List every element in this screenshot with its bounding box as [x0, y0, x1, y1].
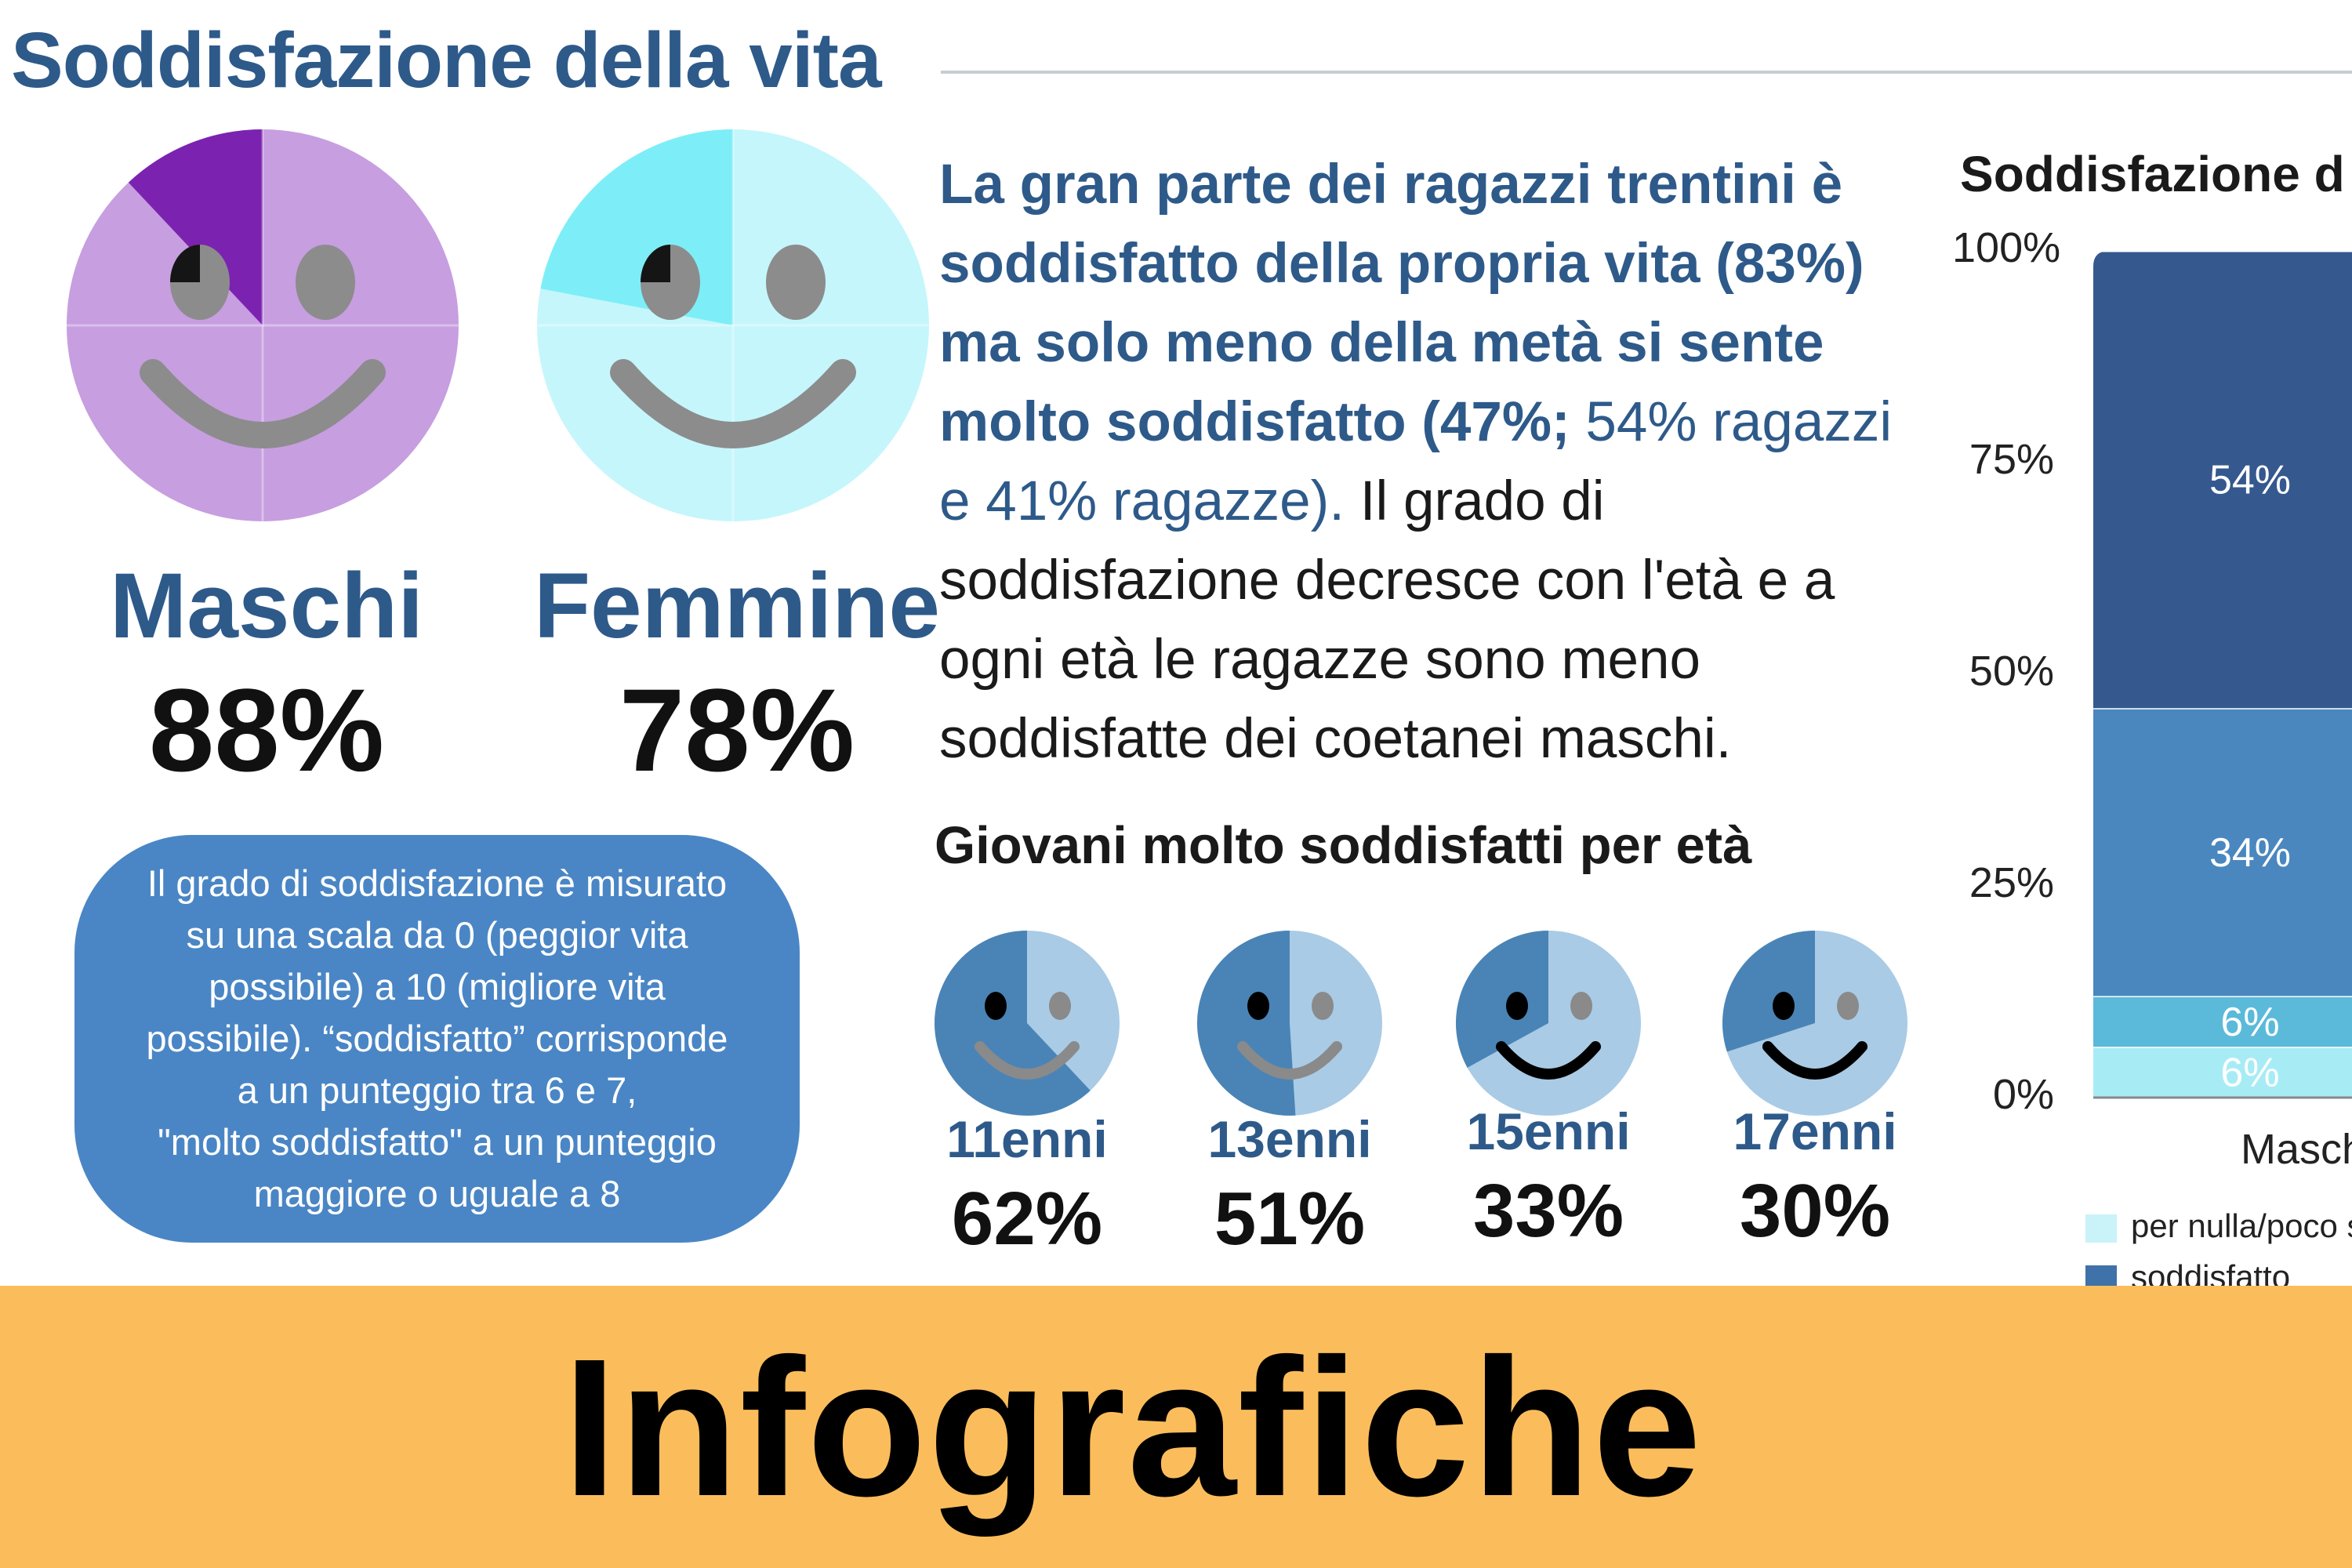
smiley-face-icon-17enni — [1722, 931, 1907, 1116]
note-line: Il grado di soddisfazione è misurato — [147, 862, 728, 904]
summary-regular: Il grado di soddisfazione decresce con l… — [939, 470, 1835, 770]
smiley-face-icon-femmine — [537, 129, 929, 521]
bar-data-label: 6% — [2220, 1051, 2279, 1096]
age-value-17enni: 30% — [1739, 1169, 1891, 1253]
gender-label-maschi: Maschi — [109, 554, 424, 658]
bar-data-label: 54% — [2209, 458, 2291, 503]
bar-segment — [2093, 251, 2352, 709]
eye — [985, 992, 1007, 1020]
face-fill-slice — [1722, 931, 1815, 1052]
summary-text: La gran parte dei ragazzi trentini è sod… — [939, 145, 1935, 779]
eye — [1773, 992, 1795, 1020]
y-tick-label: 75% — [1969, 436, 2054, 483]
section-title: Soddisfazione della vita — [11, 16, 882, 104]
smile — [1496, 1041, 1601, 1080]
age-value-15enni: 33% — [1472, 1169, 1624, 1253]
smile — [610, 359, 856, 448]
scale-note-box: Il grado di soddisfazione è misurato su … — [74, 835, 800, 1243]
eye-shadow — [641, 245, 670, 282]
title-divider — [941, 71, 2352, 74]
smiley-face-icon-13enni — [1196, 931, 1382, 1116]
note-line: su una scala da 0 (peggior vita — [186, 914, 688, 956]
smile — [975, 1041, 1080, 1080]
stacked-bar-chart: 6% 6% 34% 54% — [2093, 249, 2352, 1099]
face-fill-slice — [1196, 931, 1296, 1116]
smile — [140, 359, 386, 448]
banner: Infografiche — [0, 1286, 2352, 1568]
eye — [1247, 992, 1269, 1020]
bar-segment — [2093, 996, 2352, 1047]
eye — [1506, 992, 1528, 1020]
summary-bold: La gran parte dei ragazzi trentini è sod… — [939, 154, 1864, 453]
note-line: a un punteggio tra 6 e 7, — [237, 1069, 637, 1111]
eye — [1312, 992, 1334, 1020]
gender-label-femmine: Femmine — [533, 554, 941, 658]
age-label-13enni: 13enni — [1207, 1110, 1372, 1168]
legend-label: per nulla/poco s — [2131, 1207, 2352, 1244]
smiley-face-icon-15enni — [1456, 931, 1641, 1116]
banner-title: Infografiche — [562, 1317, 1704, 1537]
eye-shadow — [170, 245, 200, 282]
note-line: possibile). “soddisfatto” corrisponde — [146, 1018, 728, 1059]
eye — [1049, 992, 1071, 1020]
note-line: "molto soddisfatto" a un punteggio — [158, 1121, 717, 1163]
age-label-17enni: 17enni — [1733, 1102, 1897, 1160]
age-section-title: Giovani molto soddisfatti per età — [935, 816, 1752, 875]
age-label-15enni: 15enni — [1466, 1102, 1631, 1160]
y-tick-label: 25% — [1969, 859, 2054, 906]
smiley-face-icon-maschi — [67, 129, 459, 521]
eye — [296, 245, 355, 320]
note-line: possibile) a 10 (migliore vita — [209, 966, 666, 1007]
chart-title: Soddisfazione d — [1960, 146, 2345, 202]
eye — [1570, 992, 1592, 1020]
gender-value-femmine: 78% — [619, 664, 855, 796]
gender-value-maschi: 88% — [148, 664, 385, 796]
smiley-face-icon-11enni — [935, 931, 1120, 1116]
eye — [766, 245, 826, 320]
smile — [1237, 1041, 1342, 1080]
eye — [1837, 992, 1859, 1020]
legend-swatch — [2085, 1214, 2117, 1243]
bar-segment — [2093, 1047, 2352, 1098]
bar-segment — [2093, 708, 2352, 996]
age-label-11enni: 11enni — [946, 1110, 1108, 1168]
age-value-11enni: 62% — [951, 1177, 1103, 1261]
y-tick-label: 50% — [1969, 648, 2054, 695]
note-line: maggiore o uguale a 8 — [253, 1173, 621, 1214]
x-category-label: Masch — [2241, 1126, 2352, 1173]
legend-item: per nulla/poco s — [2085, 1207, 2352, 1245]
bar-data-label: 6% — [2220, 1000, 2279, 1045]
summary-light: 54% ragazzi e 41% ragazze). — [939, 391, 1893, 532]
y-tick-label: 0% — [1992, 1071, 2054, 1118]
y-tick-label: 100% — [1952, 224, 2061, 271]
smile — [1762, 1041, 1867, 1080]
face-fill-slice — [1456, 931, 1548, 1068]
age-value-13enni: 51% — [1214, 1177, 1366, 1261]
bar-data-label: 34% — [2209, 830, 2291, 876]
